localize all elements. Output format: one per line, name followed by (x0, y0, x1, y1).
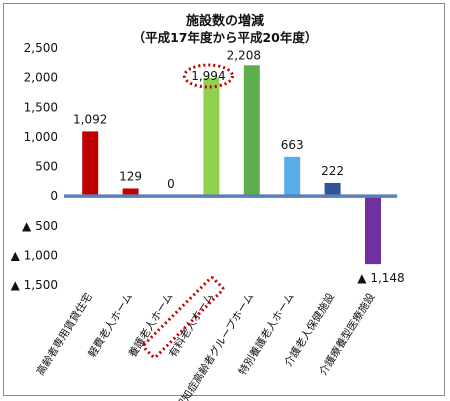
data-label: 1,994 (191, 69, 225, 83)
chart-title: 施設数の増減 (185, 14, 264, 29)
y-tick-label: ▲ 500 (22, 219, 58, 233)
y-axis-ticks: 2,500 2,000 1,500 1,000 500 0 ▲ 500 ▲ 1,000 ▲ 1,… (11, 41, 58, 292)
bar (122, 188, 139, 197)
category-label: 養護老人ホーム (126, 291, 176, 360)
category-label: 認知症高齢者グループホーム (173, 291, 256, 401)
data-label: 0 (167, 177, 175, 191)
y-tick-label: 2,500 (24, 41, 58, 55)
y-tick-label: 2,000 (24, 71, 58, 85)
data-label: 2,208 (227, 48, 261, 62)
bar (365, 196, 381, 265)
data-label: 663 (281, 138, 304, 152)
bar (284, 156, 301, 197)
y-tick-label: 0 (50, 189, 58, 203)
bar (203, 77, 220, 197)
data-label: 129 (119, 169, 142, 183)
y-tick-label: 1,000 (24, 130, 58, 144)
bar (82, 131, 99, 197)
y-tick-label: ▲ 1,500 (11, 278, 58, 292)
category-label: 有料老人ホーム (166, 291, 216, 360)
category-label: 軽費老人ホーム (85, 291, 135, 360)
data-label: 222 (321, 164, 344, 178)
highlight-value-ellipse (182, 63, 234, 89)
data-label: ▲ 1,148 (357, 271, 404, 285)
bar (324, 182, 341, 197)
data-label: 1,092 (73, 112, 107, 126)
bar (243, 65, 260, 197)
category-label: 高齢者専用賃貸住宅 (34, 291, 95, 378)
y-tick-label: ▲ 1,000 (11, 248, 58, 262)
y-tick-label: 1,500 (24, 100, 58, 114)
chart-subtitle: （平成17年度から平成20年度） (132, 30, 318, 45)
y-tick-label: 500 (35, 160, 58, 174)
bars (82, 65, 381, 265)
